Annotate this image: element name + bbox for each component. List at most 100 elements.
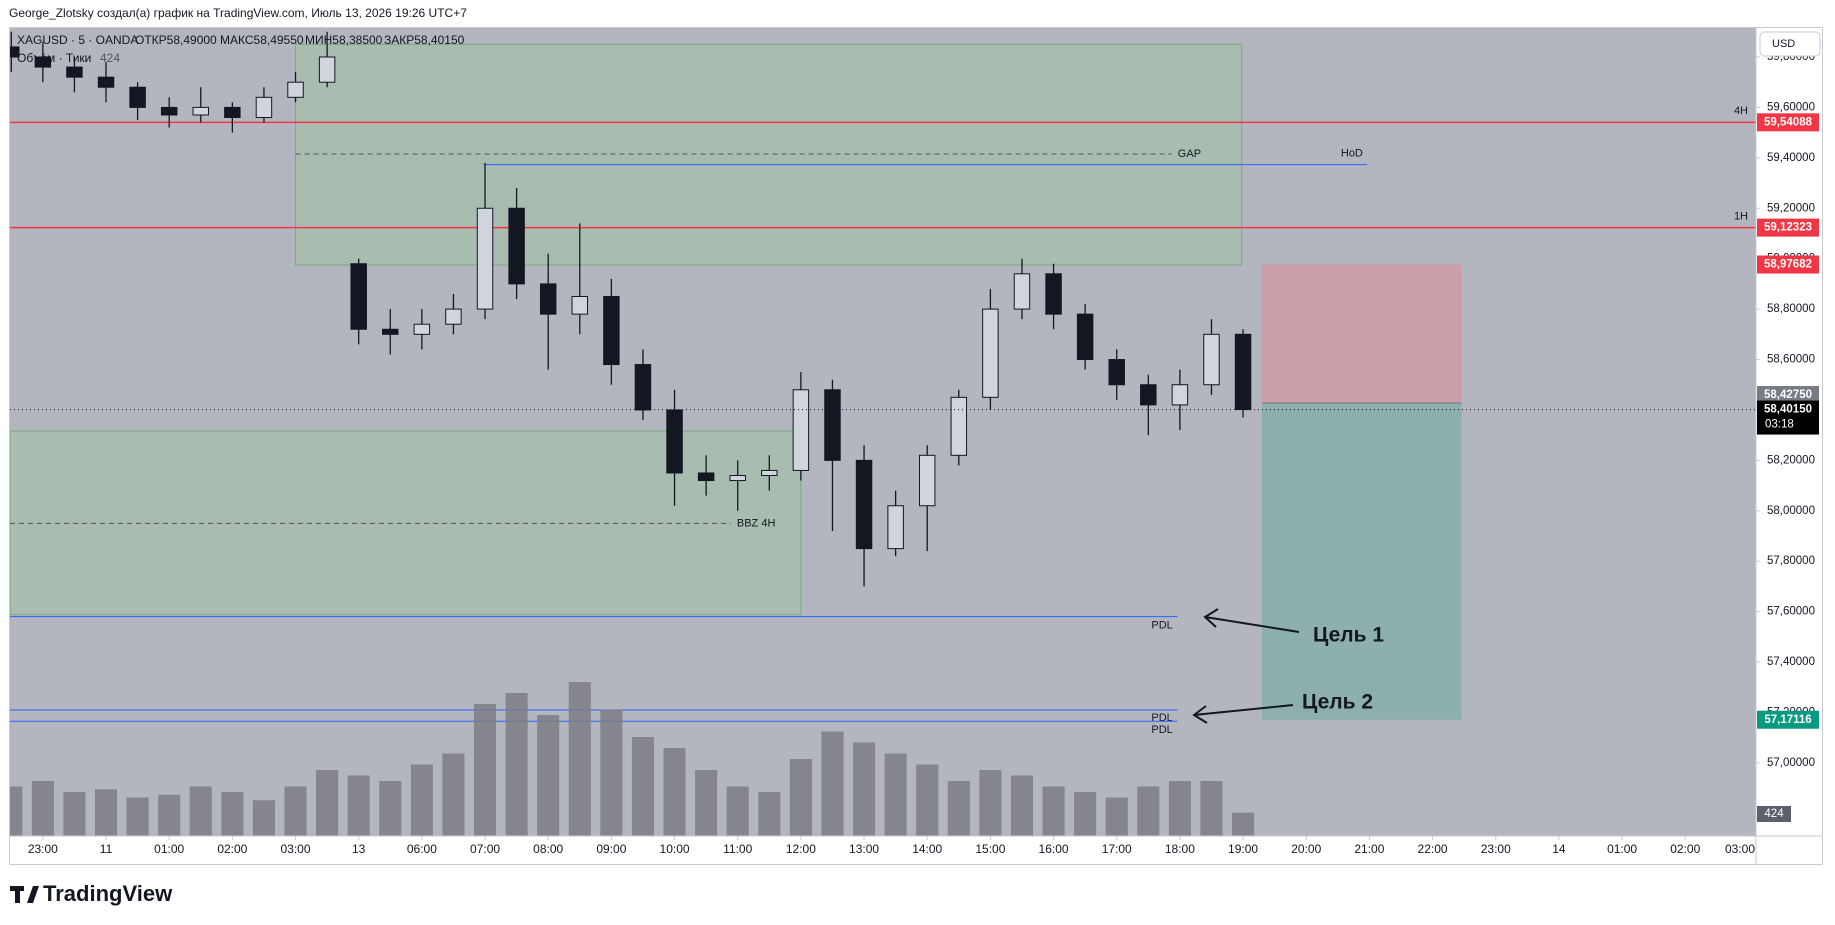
legend-low: МИН58,38500 [305,33,383,47]
entry-tag: 58,42750 [1764,389,1812,401]
y-tick-label: 58,60000 [1767,354,1815,366]
candle-body [1140,384,1157,406]
volume-bar [252,800,275,836]
entry-tag-bg [1757,386,1819,405]
volume-bar [537,715,560,836]
level-price-tag: 59,54088 [1764,116,1813,128]
level-price-tag-bg [1757,218,1819,237]
volume-bar [505,693,528,836]
x-tick-label: 12:00 [786,842,816,856]
candle-body [855,459,873,550]
x-tick-label: 14 [1552,842,1566,856]
y-tick-label: 57,40000 [1767,656,1815,668]
y-tick-label: 57,80000 [1767,555,1815,567]
legend-high: МАКС58,49550 [220,33,304,47]
volume-bar [884,753,907,836]
volume-bar [1074,792,1097,836]
x-tick-label: 01:00 [1607,842,1637,856]
volume-bar [347,775,370,836]
volume-bar [442,753,465,836]
target-tag: 57,17116 [1764,714,1811,726]
candle-body [1045,273,1062,315]
candle-body [1203,333,1220,386]
zone [295,43,1243,266]
volume-bar [663,748,686,836]
volume-bar [1042,786,1065,836]
level-price-tag: 59,12323 [1764,222,1812,234]
candle-body [350,263,367,330]
x-tick-label: 02:00 [217,842,247,856]
candle-body [571,295,589,315]
candle-body [539,283,557,315]
volume-tag-bg [1757,806,1791,822]
stop-zone [1262,264,1462,404]
candle-body [97,76,115,88]
volume-bar [852,742,876,836]
candle-body [761,469,778,476]
candle-body [129,86,146,108]
candle-body [729,474,746,482]
x-tick-label: 16:00 [1039,842,1069,856]
x-tick-label: 22:00 [1418,842,1448,856]
candle-body [1108,359,1125,386]
logo: TradingView [10,881,173,906]
candle-body [603,295,620,366]
volume-bar [1105,797,1128,836]
pdl-label: PDL [1151,620,1172,632]
countdown: 03:18 [1765,419,1794,431]
candle-body [413,323,431,335]
x-tick-label: 03:00 [281,842,311,856]
pdl-label: PDL [1151,724,1172,736]
x-tick-label: 01:00 [154,842,184,856]
x-tick-label: 14:00 [912,842,942,856]
x-tick-label: 21:00 [1354,842,1384,856]
volume-bar [316,770,339,836]
volume-bar [726,786,749,836]
volume-legend: Объём · Тики [17,51,91,65]
x-tick-label: 17:00 [1102,842,1132,856]
currency[interactable]: USD [1772,38,1795,50]
volume-bar [221,792,244,836]
candle-body [1013,273,1031,310]
candle-body [255,96,273,118]
stop-tag: 58,97682 [1764,259,1812,271]
candle-body [10,46,20,58]
target-tag-bg [1757,710,1819,729]
y-tick-label: 58,20000 [1767,454,1815,466]
y-tick-label: 57,60000 [1767,606,1815,618]
zone-label: BBZ 4H [737,517,776,529]
candle-body [950,396,968,456]
x-tick-label: 23:00 [28,842,58,856]
x-tick-label: 20:00 [1291,842,1321,856]
volume-bar [379,781,402,836]
volume-bar [284,786,307,836]
target-note: Цель 1 [1313,624,1384,647]
candle-body [318,56,336,83]
x-tick-label: 13:00 [849,842,879,856]
candle-body [666,409,683,474]
legend-symbol: XAGUSD · 5 · OANDA [17,33,138,47]
volume-bar [568,682,591,836]
x-tick-label: 11 [100,842,113,856]
candle-body [792,389,810,471]
logo-icon [10,886,39,903]
x-tick-label: 18:00 [1165,842,1195,856]
last-price-tag-bg [1757,400,1819,435]
candle-body [887,505,904,550]
volume-legend-value: 424 [100,51,120,65]
pdl-label: PDL [1151,712,1172,724]
x-tick-label: 06:00 [407,842,437,856]
candle-body [66,66,83,78]
volume-bar [821,731,844,836]
candle-body [634,364,652,411]
volume-bar [916,764,939,836]
candle-body [508,207,525,285]
currency-button[interactable] [1759,31,1821,57]
candle-body [476,207,494,310]
legend-open: ОТКР58,49000 [135,33,217,47]
level-tag: 4H [1734,105,1748,117]
volume-bar [94,789,118,836]
candle-body [697,472,715,482]
volume-tag: 424 [1764,808,1784,820]
